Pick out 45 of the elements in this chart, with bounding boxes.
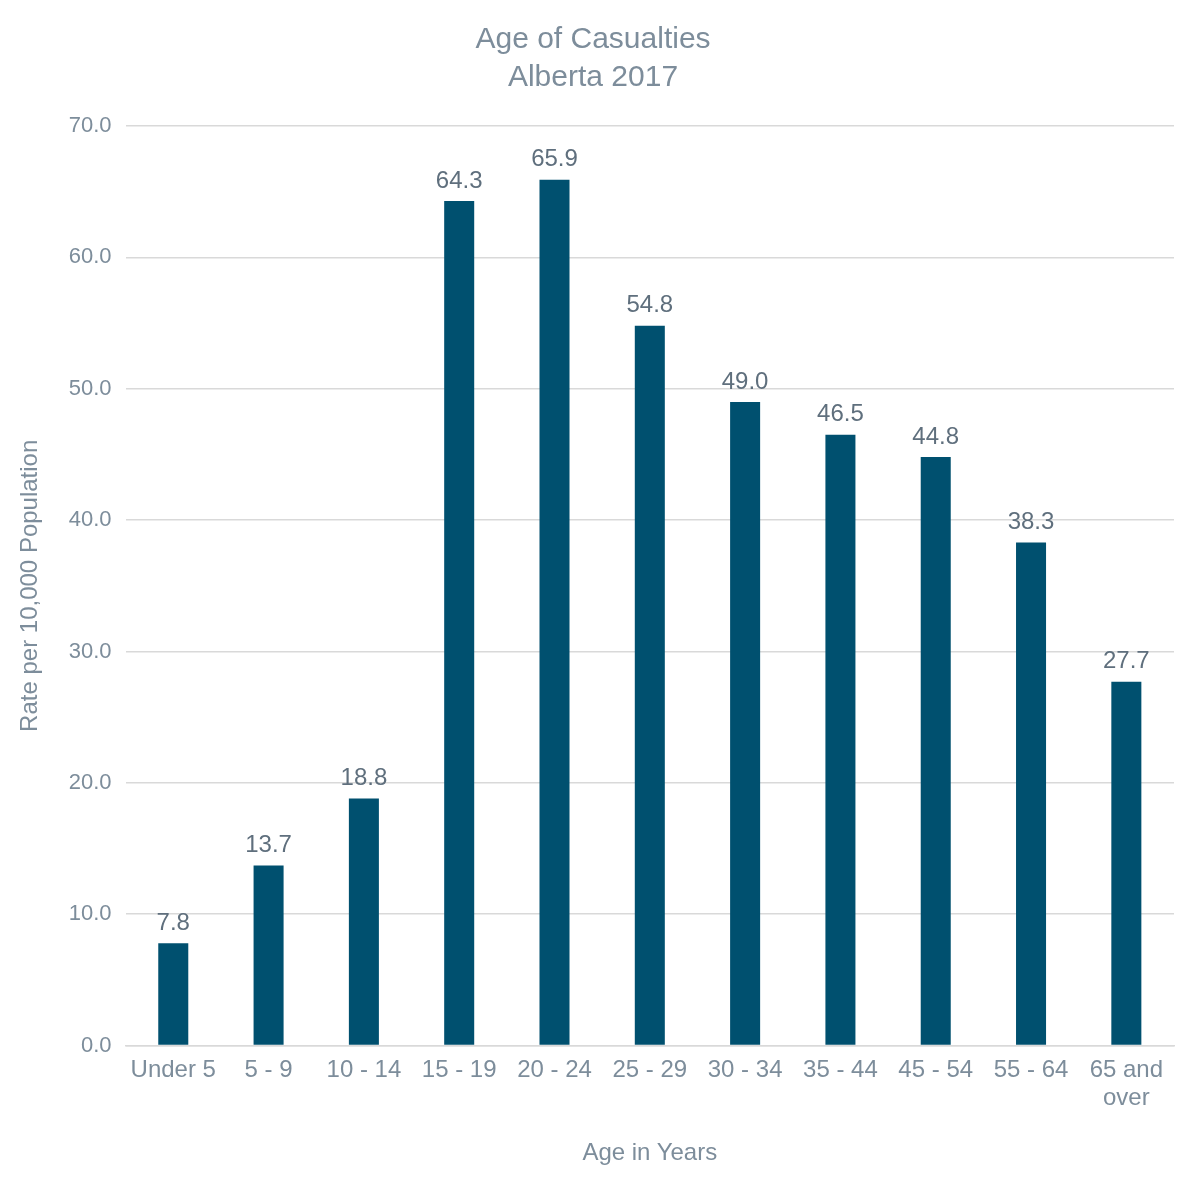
x-tick-label: 20 - 24 [517, 1054, 592, 1082]
data-label: 13.7 [245, 830, 292, 858]
y-tick-label: 20.0 [68, 768, 112, 794]
x-tick-label: 30 - 34 [707, 1054, 783, 1082]
data-label: 27.7 [1102, 646, 1150, 674]
data-label: 54.8 [626, 290, 674, 318]
y-tick-label: 40.0 [68, 506, 112, 532]
bar [348, 798, 379, 1045]
chart-subtitle: Alberta 2017 [507, 59, 679, 93]
data-label: 44.8 [912, 421, 960, 449]
x-tick-label: 45 - 54 [898, 1054, 974, 1082]
y-tick-label: 30.0 [68, 637, 112, 663]
y-tick-label: 50.0 [68, 374, 112, 400]
bar [825, 434, 856, 1045]
chart-title: Age of Casualties [475, 21, 711, 55]
bar [730, 401, 761, 1045]
bar [1111, 681, 1142, 1045]
x-tick-label: 5 - 9 [244, 1054, 293, 1082]
x-tick-label: 55 - 64 [993, 1054, 1069, 1082]
data-label: 46.5 [817, 399, 864, 427]
x-tick-label: 65 and over [1089, 1054, 1164, 1111]
x-tick-label: 35 - 44 [803, 1054, 878, 1082]
x-tick-label: Under 5 [130, 1054, 216, 1082]
bar [539, 179, 570, 1045]
data-label: 7.8 [156, 907, 190, 935]
bar [253, 865, 284, 1045]
y-axis-title: Rate per 10,000 Population [15, 439, 43, 732]
data-label: 64.3 [435, 165, 483, 193]
x-tick-label: 25 - 29 [612, 1054, 688, 1082]
data-label: 18.8 [340, 763, 388, 791]
bar [1016, 542, 1047, 1045]
bar [444, 200, 475, 1045]
bar [634, 325, 665, 1045]
data-label: 65.9 [531, 144, 578, 172]
data-label: 38.3 [1007, 507, 1055, 535]
y-tick-label: 10.0 [68, 900, 112, 926]
y-tick-label: 60.0 [68, 243, 112, 269]
y-tick-label: 0.0 [81, 1031, 112, 1057]
y-tick-label: 70.0 [68, 112, 112, 138]
x-tick-label: 10 - 14 [326, 1054, 402, 1082]
x-tick-label: 15 - 19 [421, 1054, 497, 1082]
bar [920, 457, 951, 1045]
data-label: 49.0 [721, 366, 769, 394]
x-axis-title: Age in Years [582, 1138, 718, 1166]
bar [158, 943, 189, 1045]
